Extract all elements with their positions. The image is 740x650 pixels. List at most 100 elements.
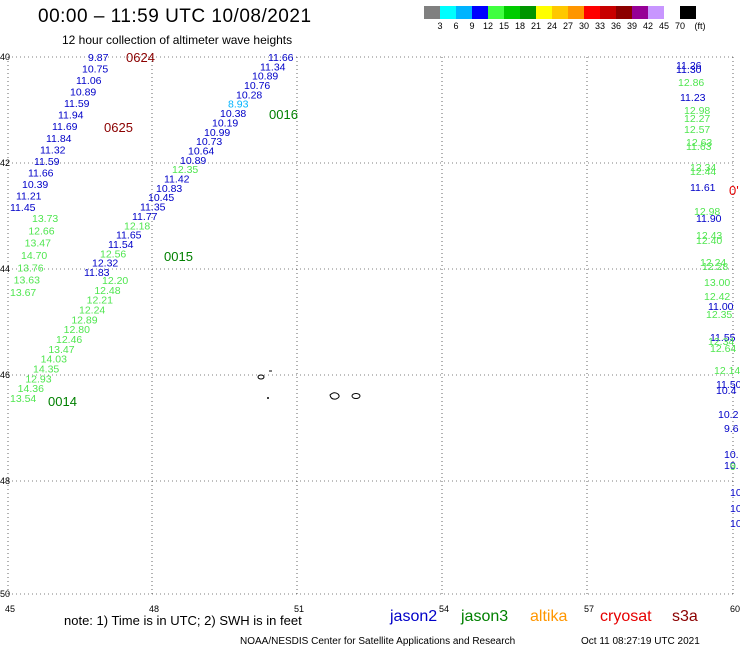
wave-height-label: 11.66 xyxy=(268,52,294,64)
color-scale-labels: 3 6 9 12 15 18 21 24 27 30 33 36 39 42 45 70 (ft) xyxy=(424,21,740,33)
scale-swatch xyxy=(472,6,488,19)
scale-label: 18 xyxy=(514,21,526,31)
wave-height-label: 12.35 xyxy=(706,309,732,321)
scale-label: 24 xyxy=(546,21,558,31)
wave-height-label: 14.35 xyxy=(33,364,59,376)
y-tick-label: -44 xyxy=(0,264,10,274)
wave-height-label: 10.99 xyxy=(204,127,230,139)
x-tick-label: 60 xyxy=(730,604,740,614)
wave-height-label: 10.28 xyxy=(236,89,262,101)
island-outline xyxy=(257,374,265,380)
scale-swatch xyxy=(664,6,680,19)
wave-height-label: 10.4 xyxy=(716,385,737,397)
wave-height-label: 11.42 xyxy=(164,174,190,186)
wave-height-label: 10.89 xyxy=(180,155,206,167)
map-grid xyxy=(7,56,734,595)
y-tick-label: -40 xyxy=(0,52,10,62)
pass-time-label: 0624 xyxy=(126,50,155,65)
wave-height-label: 9.87 xyxy=(88,52,109,64)
wave-height-label: 11.66 xyxy=(28,167,54,179)
wave-height-label: 12.98 xyxy=(694,206,720,218)
wave-height-label: 11.63 xyxy=(686,141,712,153)
wave-height-label: 10.64 xyxy=(188,145,214,157)
island-outline xyxy=(351,393,361,399)
scale-swatch xyxy=(440,6,456,19)
wave-height-label: 11.30 xyxy=(676,64,702,76)
wave-height-label: 10.76 xyxy=(244,80,270,92)
wave-height-label: 14.36 xyxy=(18,383,44,395)
x-tick-label: 48 xyxy=(149,604,159,614)
scale-label: 70 xyxy=(674,21,686,31)
pass-time-label-edge: 0' xyxy=(729,183,739,198)
wave-height-label: 12.98 xyxy=(684,105,710,117)
wave-height-label: 10. xyxy=(724,449,739,461)
scale-label: 30 xyxy=(578,21,590,31)
wave-height-label: 11.34 xyxy=(260,61,286,73)
wave-height-label: 12.34 xyxy=(708,336,734,348)
wave-height-label: 12.28 xyxy=(702,261,728,273)
y-tick-label: -50 xyxy=(0,589,10,599)
scale-label: 12 xyxy=(482,21,494,31)
y-tick-label: -42 xyxy=(0,158,10,168)
wave-height-label: 10.75 xyxy=(82,64,108,76)
scale-swatch xyxy=(456,6,472,19)
wave-height-label: 12.44 xyxy=(690,166,716,178)
wave-height-label: 11.59 xyxy=(34,156,60,168)
scale-swatch xyxy=(424,6,440,19)
legend-s3a: s3a xyxy=(672,608,698,625)
scale-swatch xyxy=(680,6,696,19)
wave-height-label: 12.24 xyxy=(700,257,726,269)
scale-label: (ft) xyxy=(694,21,706,31)
scale-swatch xyxy=(504,6,520,19)
wave-height-label: 12.35 xyxy=(172,164,198,176)
timestamp: Oct 11 08:27:19 UTC 2021 xyxy=(581,636,700,647)
wave-height-label: 12.48 xyxy=(94,285,120,297)
scale-label: 42 xyxy=(642,21,654,31)
legend-altika: altika xyxy=(530,608,568,625)
pass-time-label: 0014 xyxy=(48,394,77,409)
wave-height-label: 11.35 xyxy=(140,202,166,214)
scale-label: 9 xyxy=(469,21,475,31)
scale-label: 27 xyxy=(562,21,574,31)
wave-height-label: 12.64 xyxy=(710,343,736,355)
wave-height-label: 13.47 xyxy=(25,238,51,250)
wave-height-label: 10.2 xyxy=(718,409,739,421)
wave-height-label: 11.32 xyxy=(40,144,66,156)
wave-height-label: 12.18 xyxy=(124,220,150,232)
scale-label: 39 xyxy=(626,21,638,31)
wave-height-label: 12.42 xyxy=(704,291,730,303)
map-subtitle: 12 hour collection of altimeter wave hei… xyxy=(62,33,293,47)
wave-height-label: 13.73 xyxy=(32,213,58,225)
scale-label: 21 xyxy=(530,21,542,31)
wave-height-label: 12.89 xyxy=(71,314,97,326)
y-tick-label: -48 xyxy=(0,476,10,486)
legend-jason3: jason3 xyxy=(461,608,509,625)
x-tick-label: 57 xyxy=(584,604,594,614)
scale-swatch xyxy=(616,6,632,19)
wave-height-label: 12.63 xyxy=(686,137,712,149)
scale-swatch xyxy=(600,6,616,19)
wave-height-label: 13.47 xyxy=(48,344,74,356)
legend-jason2: jason2 xyxy=(390,608,438,625)
y-tick-label: -46 xyxy=(0,370,10,380)
wave-height-label: 11.00 xyxy=(708,301,734,313)
pass-time-label: 0015 xyxy=(164,249,193,264)
wave-height-label: 11.59 xyxy=(64,98,90,110)
wave-height-label: 14.70 xyxy=(21,250,47,262)
pass-time-label: 0625 xyxy=(104,120,133,135)
scale-label: 15 xyxy=(498,21,510,31)
wave-height-label: 9.6 xyxy=(724,423,739,435)
footnote: note: 1) Time is in UTC; 2) SWH is in fe… xyxy=(64,613,302,628)
wave-height-label: 11.65 xyxy=(116,230,142,242)
wave-height-label: 10.83 xyxy=(156,183,182,195)
wave-height-label: 8.93 xyxy=(228,99,249,111)
wave-height-label: 11.55 xyxy=(710,332,736,344)
wave-height-label: 11.84 xyxy=(46,133,72,145)
color-scale xyxy=(424,6,696,19)
wave-height-label: 12.14 xyxy=(714,365,740,377)
wave-height-label: 12.93 xyxy=(25,373,51,385)
wave-height-label: 12.46 xyxy=(56,334,82,346)
wave-height-label: 13.67 xyxy=(10,287,36,299)
x-tick-label: 51 xyxy=(294,604,304,614)
wave-height-label: 12.20 xyxy=(102,275,128,287)
